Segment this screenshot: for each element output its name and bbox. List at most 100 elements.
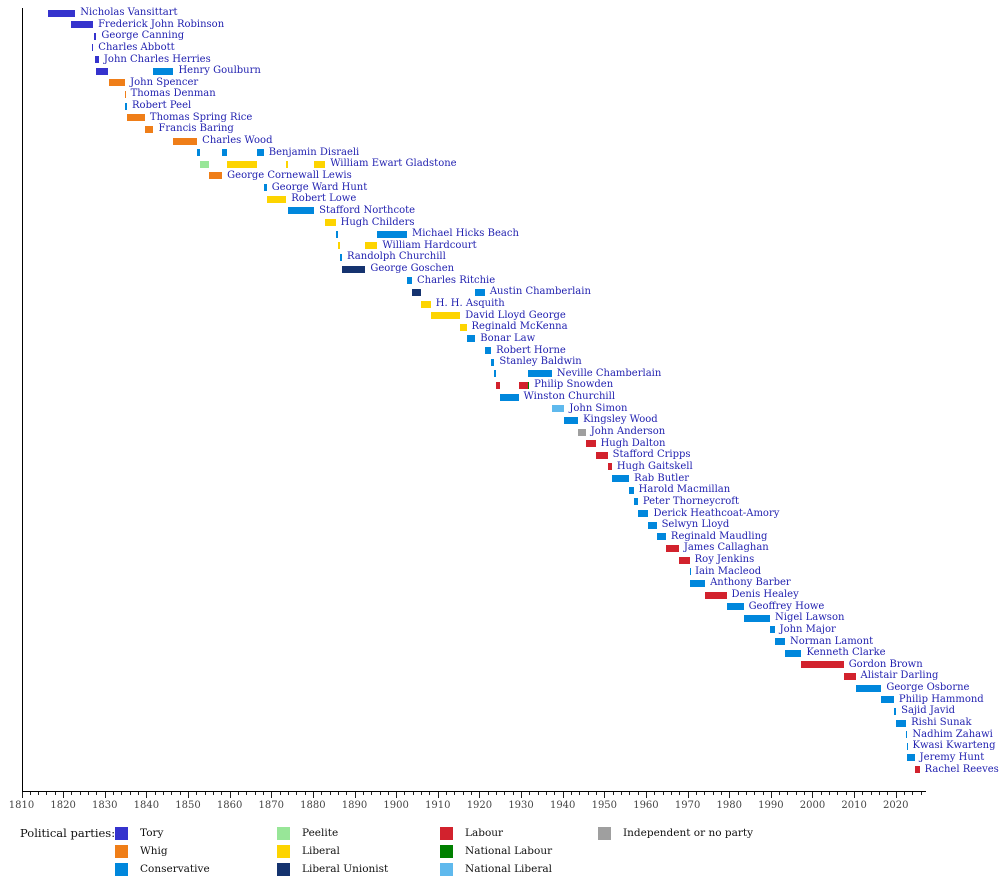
term-bar — [611, 475, 630, 483]
axis-minor-tick — [629, 791, 631, 795]
term-bar — [475, 288, 485, 296]
axis-tick-label: 1900 — [383, 799, 409, 811]
chancellor-label: Hugh Childers — [340, 216, 415, 228]
chancellor-label: Denis Healey — [731, 589, 799, 600]
axis-minor-tick — [29, 791, 31, 795]
term-bar — [197, 149, 201, 157]
axis-minor-tick — [412, 791, 414, 795]
chancellor-label: Stafford Cripps — [612, 449, 691, 461]
axis-tick-label: 2000 — [799, 799, 826, 811]
term-bar — [491, 358, 495, 366]
chancellor-label: Derick Heathcoat-Amory — [653, 507, 780, 519]
axis-minor-tick — [829, 791, 831, 795]
chancellor-label: Benjamin Disraeli — [268, 146, 360, 158]
term-bar — [551, 405, 565, 413]
term-bar — [690, 579, 706, 587]
axis-minor-tick — [804, 791, 806, 795]
legend-heading: Political parties: — [20, 826, 116, 840]
axis-minor-tick — [496, 791, 498, 795]
term-bar — [633, 498, 638, 506]
term-bar — [153, 67, 174, 75]
axis-minor-tick — [179, 791, 181, 795]
chancellor-label: David Lloyd George — [465, 309, 566, 321]
term-bar — [527, 381, 530, 389]
axis-minor-tick — [662, 791, 664, 795]
chancellor-label: Francis Baring — [158, 123, 234, 135]
axis-minor-tick — [504, 791, 506, 795]
chancellor-label: William Hardcourt — [382, 239, 477, 251]
axis-minor-tick — [88, 791, 90, 795]
axis-minor-tick — [754, 791, 756, 795]
term-bar — [656, 533, 666, 541]
axis-minor-tick — [129, 791, 131, 795]
axis-major-tick — [854, 791, 856, 798]
legend-swatch — [115, 845, 128, 858]
y-axis-line — [21, 8, 23, 791]
chancellor-label: Iain Macleod — [695, 565, 762, 577]
axis-minor-tick — [720, 791, 722, 795]
legend-label: Whig — [140, 845, 168, 857]
axis-major-tick — [812, 791, 814, 798]
axis-major-tick — [437, 791, 439, 798]
axis-minor-tick — [387, 791, 389, 795]
term-bar — [71, 21, 94, 29]
axis-tick-label: 1810 — [8, 799, 35, 811]
axis-minor-tick — [712, 791, 714, 795]
chancellor-label: Nigel Lawson — [775, 612, 845, 624]
chancellor-label: Hugh Gaitskell — [616, 460, 693, 472]
axis-minor-tick — [287, 791, 289, 795]
chancellor-label: Thomas Denman — [130, 88, 216, 100]
axis-minor-tick — [571, 791, 573, 795]
axis-minor-tick — [54, 791, 56, 795]
axis-tick-label: 1990 — [758, 799, 784, 811]
chancellor-label: Alistair Darling — [860, 670, 939, 682]
term-bar — [518, 381, 528, 389]
axis-minor-tick — [429, 791, 431, 795]
axis-tick-label: 1880 — [300, 799, 326, 811]
axis-minor-tick — [79, 791, 81, 795]
term-bar — [377, 230, 407, 238]
term-bar — [93, 32, 97, 40]
axis-minor-tick — [704, 791, 706, 795]
axis-tick-label: 2020 — [882, 799, 909, 811]
chancellor-label: George Ward Hunt — [271, 181, 368, 193]
axis-major-tick — [63, 791, 65, 798]
axis-minor-tick — [620, 791, 622, 795]
axis-tick-label: 1950 — [591, 799, 618, 811]
axis-major-tick — [645, 791, 647, 798]
axis-minor-tick — [421, 791, 423, 795]
axis-minor-tick — [446, 791, 448, 795]
chancellor-label: H. H. Asquith — [435, 298, 505, 309]
term-bar — [227, 160, 257, 168]
legend-swatch — [277, 845, 290, 858]
axis-minor-tick — [845, 791, 847, 795]
term-bar — [338, 242, 341, 250]
axis-major-tick — [687, 791, 689, 798]
term-bar — [595, 451, 608, 459]
term-bar — [48, 9, 76, 17]
term-bar — [629, 486, 634, 494]
axis-minor-tick — [595, 791, 597, 795]
chancellor-label: Stafford Northcote — [319, 204, 416, 216]
axis-tick-label: 1960 — [633, 799, 659, 811]
chancellor-label: George Canning — [101, 30, 185, 42]
axis-minor-tick — [612, 791, 614, 795]
chancellor-label: John Spencer — [130, 76, 199, 88]
term-bar — [743, 614, 770, 622]
axis-minor-tick — [637, 791, 639, 795]
term-bar — [494, 370, 497, 378]
axis-major-tick — [312, 791, 314, 798]
chancellor-label: Bonar Law — [480, 332, 536, 344]
legend-label: Tory — [140, 827, 164, 839]
axis-minor-tick — [121, 791, 123, 795]
term-bar — [200, 160, 210, 168]
axis-minor-tick — [762, 791, 764, 795]
axis-major-tick — [146, 791, 148, 798]
legend-label: Labour — [465, 827, 504, 839]
legend-swatch — [277, 827, 290, 840]
axis-minor-tick — [154, 791, 156, 795]
legend-swatch — [440, 863, 453, 876]
axis-minor-tick — [579, 791, 581, 795]
term-bar — [365, 242, 378, 250]
